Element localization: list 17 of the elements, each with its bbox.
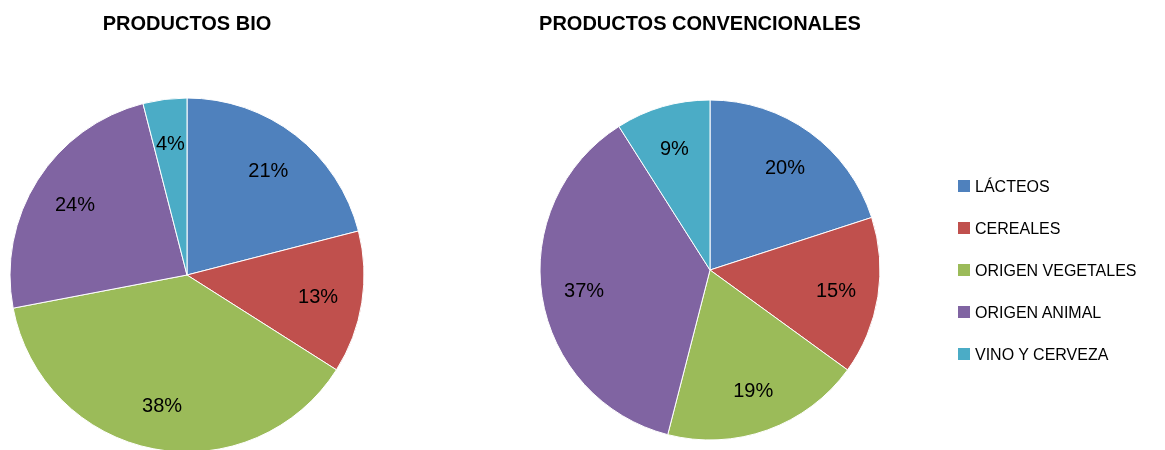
data-label: 9% (659, 136, 690, 159)
data-label: 4% (155, 132, 186, 155)
data-label: 38% (142, 394, 183, 417)
data-label: 15% (815, 278, 857, 301)
legend-label: CEREALES (975, 219, 1061, 237)
chart-title: PRODUCTOS BIO (102, 12, 272, 34)
chart-title: PRODUCTOS CONVENCIONALES (539, 12, 861, 34)
data-label: 24% (54, 192, 96, 215)
data-label: 20% (764, 155, 806, 178)
data-label: 19% (733, 378, 774, 401)
data-label: 21% (248, 159, 289, 182)
data-label: 13% (298, 284, 339, 307)
legend-label: ORIGEN ANIMAL (975, 303, 1102, 321)
legend-label: VINO Y CERVEZA (975, 345, 1109, 363)
legend-label: ORIGEN VEGETALES (975, 261, 1137, 279)
data-label: 37% (564, 278, 605, 301)
legend-label: LÁCTEOS (975, 176, 1050, 195)
